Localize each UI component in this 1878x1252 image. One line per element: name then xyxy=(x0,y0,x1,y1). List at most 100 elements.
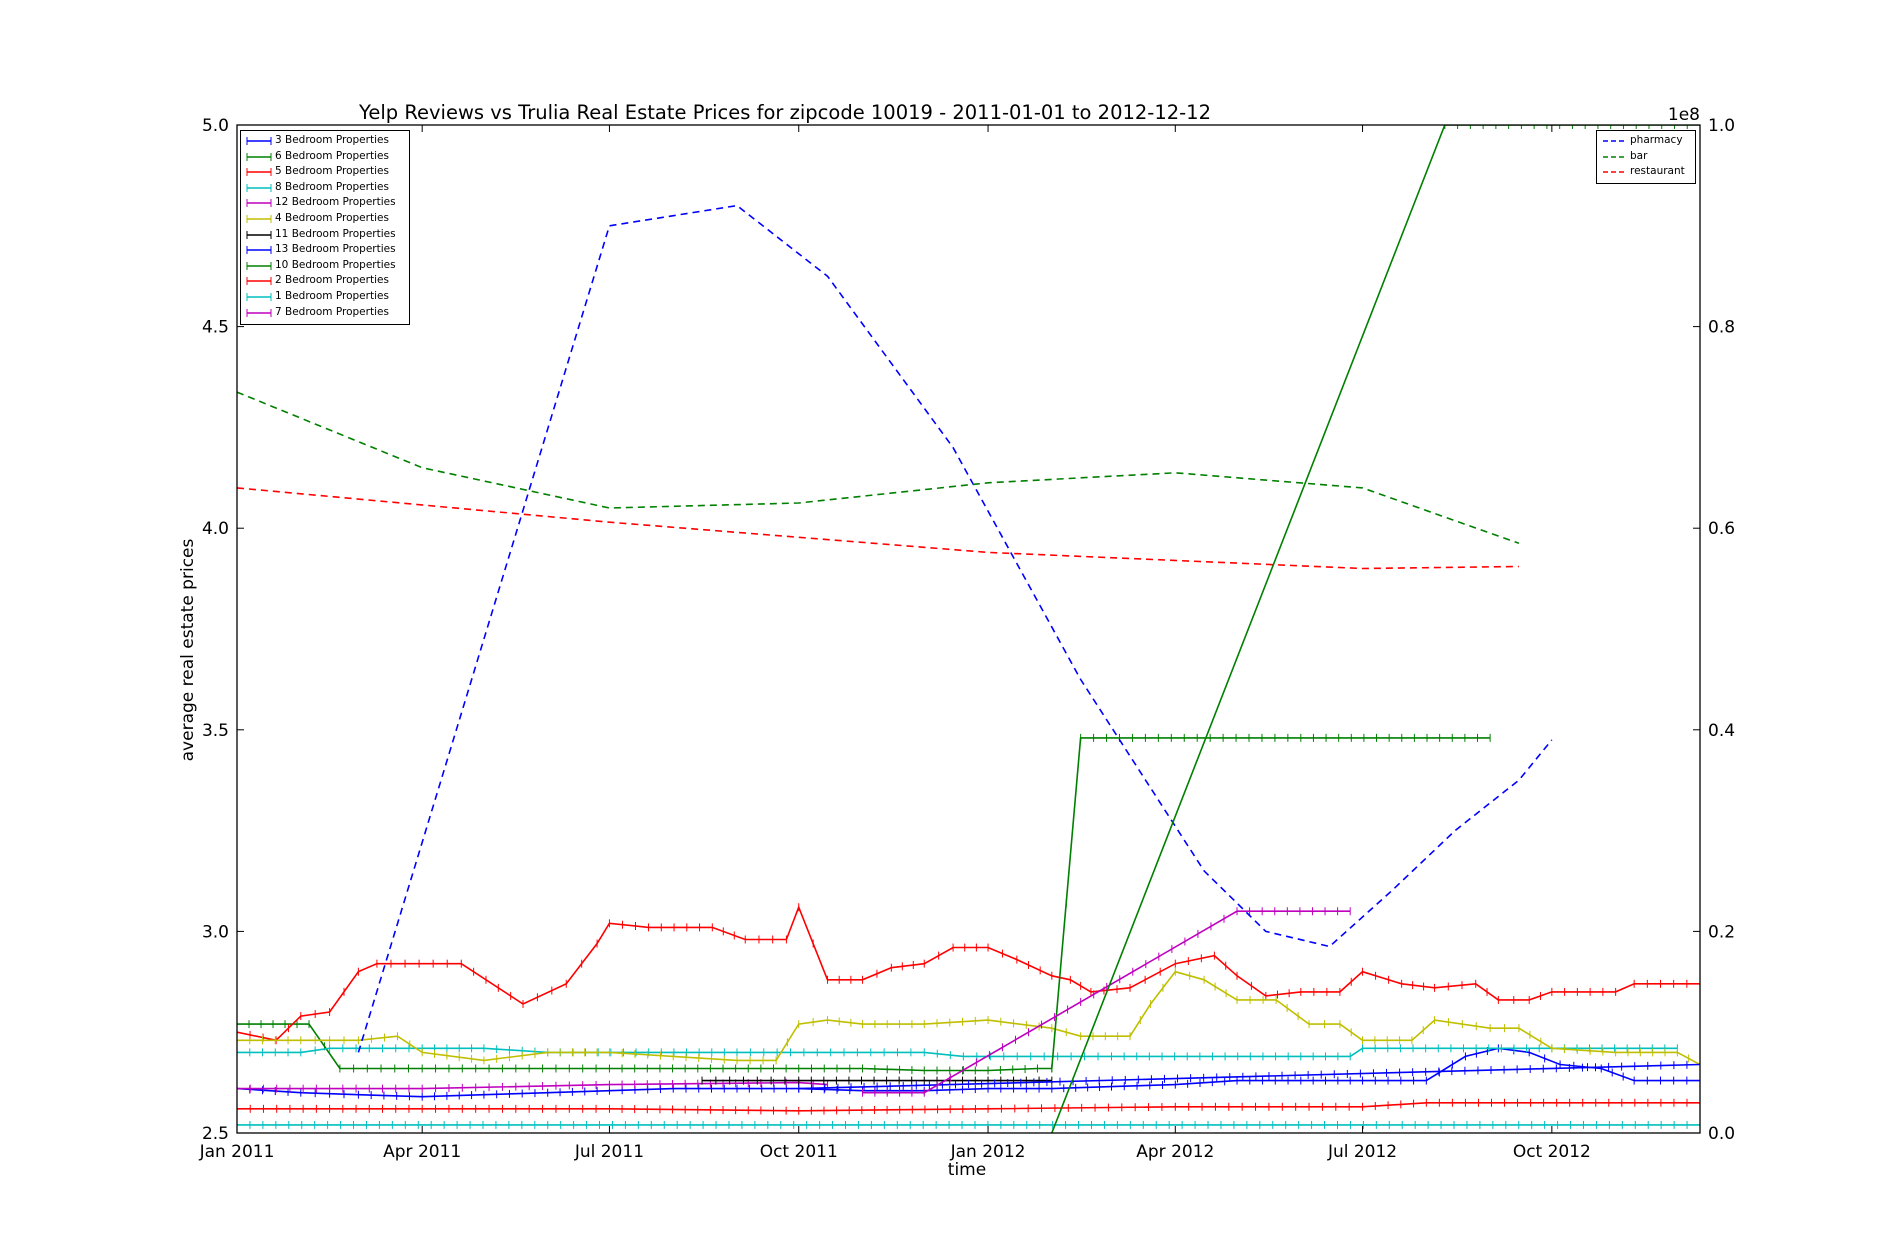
legend-item-restaurant: restaurant xyxy=(1597,164,1695,180)
legend-swatch xyxy=(1603,171,1627,173)
series-1-bedroom-properties xyxy=(237,1120,1700,1129)
legend-swatch xyxy=(246,277,272,286)
x-tick-label: Jul 2011 xyxy=(574,1142,644,1162)
legend-item-2-bedroom-properties: 2 Bedroom Properties xyxy=(241,273,409,289)
x-tick-label: Oct 2011 xyxy=(760,1142,838,1162)
legend-item-1-bedroom-properties: 1 Bedroom Properties xyxy=(241,289,409,305)
legend-label: 6 Bedroom Properties xyxy=(275,149,389,162)
y-axis-label: average real estate prices xyxy=(178,539,198,762)
series-line-10-bedroom-properties xyxy=(1051,737,1491,1069)
series-line-3-bedroom-properties xyxy=(237,1047,1700,1098)
legend-swatch xyxy=(246,308,272,317)
y2-tick-label: 0.8 xyxy=(1708,318,1735,338)
legend-label: bar xyxy=(1630,149,1648,162)
series-2-bedroom-properties xyxy=(237,1098,1700,1115)
legend-label: 4 Bedroom Properties xyxy=(275,211,389,224)
legend-item-bar: bar xyxy=(1597,149,1695,165)
series-3-bedroom-properties xyxy=(237,1044,1700,1101)
series-4-bedroom-properties xyxy=(237,967,1700,1069)
plot-frame xyxy=(236,124,1701,1134)
series-line-4-bedroom-properties xyxy=(237,970,1700,1066)
series-restaurant xyxy=(237,487,1519,570)
legend-swatch xyxy=(246,292,272,301)
legend-item-5-bedroom-properties: 5 Bedroom Properties xyxy=(241,164,409,180)
legend-label: pharmacy xyxy=(1630,134,1683,146)
legend-swatch xyxy=(1603,155,1627,158)
x-tick-label: Apr 2011 xyxy=(383,1142,461,1162)
x-tick-label: Oct 2012 xyxy=(1513,1142,1591,1162)
series-line-8-bedroom-properties xyxy=(237,1047,1678,1058)
y-tick-label: 4.0 xyxy=(202,519,229,539)
x-axis-label: time xyxy=(948,1160,986,1180)
y2-tick-label: 0.2 xyxy=(1708,922,1735,942)
legend-swatch xyxy=(246,214,272,223)
y-tick-label: 3.0 xyxy=(202,922,229,942)
legend-item-pharmacy: pharmacy xyxy=(1597,133,1695,149)
legend-swatch xyxy=(246,230,272,239)
legend-item-4-bedroom-properties: 4 Bedroom Properties xyxy=(241,211,409,227)
legend-label: 12 Bedroom Properties xyxy=(275,196,396,209)
legend-swatch xyxy=(246,261,272,270)
legend-label: 7 Bedroom Properties xyxy=(275,305,389,318)
legend-swatch xyxy=(246,168,272,177)
series-line-restaurant xyxy=(237,487,1519,570)
legend-swatch xyxy=(246,137,272,145)
series-line-2-bedroom-properties xyxy=(237,1102,1700,1112)
x-tick-label: Apr 2012 xyxy=(1136,1142,1214,1162)
series-6-bedroom-properties xyxy=(237,1020,1053,1075)
legend-left: 3 Bedroom Properties 6 Bedroom Properties… xyxy=(240,130,410,325)
x-tick-label: Jan 2011 xyxy=(199,1142,275,1162)
legend-item-11-bedroom-properties: 11 Bedroom Properties xyxy=(241,227,409,243)
series-line-13-bedroom-properties xyxy=(798,1063,1700,1090)
y-tick-label: 4.5 xyxy=(202,318,229,338)
series-line-pharmacy xyxy=(357,204,1553,1053)
series-line-bar xyxy=(237,391,1520,545)
legend-item-12-bedroom-properties: 12 Bedroom Properties xyxy=(241,195,409,211)
series-bar xyxy=(237,391,1520,545)
chart-title: Yelp Reviews vs Trulia Real Estate Price… xyxy=(358,101,1211,124)
legend-item-10-bedroom-properties: 10 Bedroom Properties xyxy=(241,258,409,274)
legend-label: 1 Bedroom Properties xyxy=(275,289,389,302)
ticks-layer: Jan 2011 Apr 2011 Jul 2011 Oct 2011 Jan 2012… xyxy=(199,116,1735,1162)
legend-label: 5 Bedroom Properties xyxy=(275,165,389,178)
legend-label: 8 Bedroom Properties xyxy=(275,180,389,193)
series-line-7-bedroom-properties xyxy=(862,910,1351,1094)
legend-swatch xyxy=(246,246,272,255)
legend-label: 2 Bedroom Properties xyxy=(275,274,389,287)
y-tick-label: 5.0 xyxy=(202,116,229,136)
legend-swatch xyxy=(246,152,272,161)
legend-item-3-bedroom-properties: 3 Bedroom Properties xyxy=(241,133,409,149)
series-line-5-bedroom-properties xyxy=(237,904,1700,1042)
series-12-bedroom-properties xyxy=(237,1078,829,1093)
legend-item-13-bedroom-properties: 13 Bedroom Properties xyxy=(241,242,409,258)
y2-tick-label: 0.0 xyxy=(1708,1124,1735,1144)
series-10-bedroom-properties xyxy=(1051,733,1491,1073)
series-13-bedroom-properties xyxy=(798,1060,1700,1093)
series-11-bedroom-properties xyxy=(701,1076,1053,1085)
y2-exponent-label: 1e8 xyxy=(1668,105,1700,125)
legend-label: 11 Bedroom Properties xyxy=(275,227,396,240)
legend-label: 10 Bedroom Properties xyxy=(275,258,396,271)
series-layer xyxy=(237,125,1700,1133)
y-tick-label: 2.5 xyxy=(202,1124,229,1144)
legend-item-8-bedroom-properties: 8 Bedroom Properties xyxy=(241,180,409,196)
legend-label: 13 Bedroom Properties xyxy=(275,243,396,256)
series-5-bedroom-properties xyxy=(237,903,1700,1045)
y2-tick-label: 0.6 xyxy=(1708,519,1735,539)
series-pharmacy xyxy=(357,204,1553,1053)
y2-tick-label: 1.0 xyxy=(1708,116,1735,136)
series-7-bedroom-properties xyxy=(862,907,1351,1097)
x-tick-label: Jul 2012 xyxy=(1327,1142,1397,1162)
legend-right: pharmacy bar restaurant xyxy=(1596,130,1696,184)
series-unlabeled-15 xyxy=(1051,125,1700,1133)
y2-tick-label: 0.4 xyxy=(1708,721,1735,741)
legend-swatch xyxy=(246,183,272,192)
series-line-unlabeled-15 xyxy=(1051,125,1700,1133)
legend-label: 3 Bedroom Properties xyxy=(275,134,389,146)
legend-swatch xyxy=(246,199,272,208)
legend-item-6-bedroom-properties: 6 Bedroom Properties xyxy=(241,149,409,165)
x-tick-label: Jan 2012 xyxy=(950,1142,1026,1162)
y-tick-label: 3.5 xyxy=(202,721,229,741)
series-line-12-bedroom-properties xyxy=(237,1081,828,1090)
